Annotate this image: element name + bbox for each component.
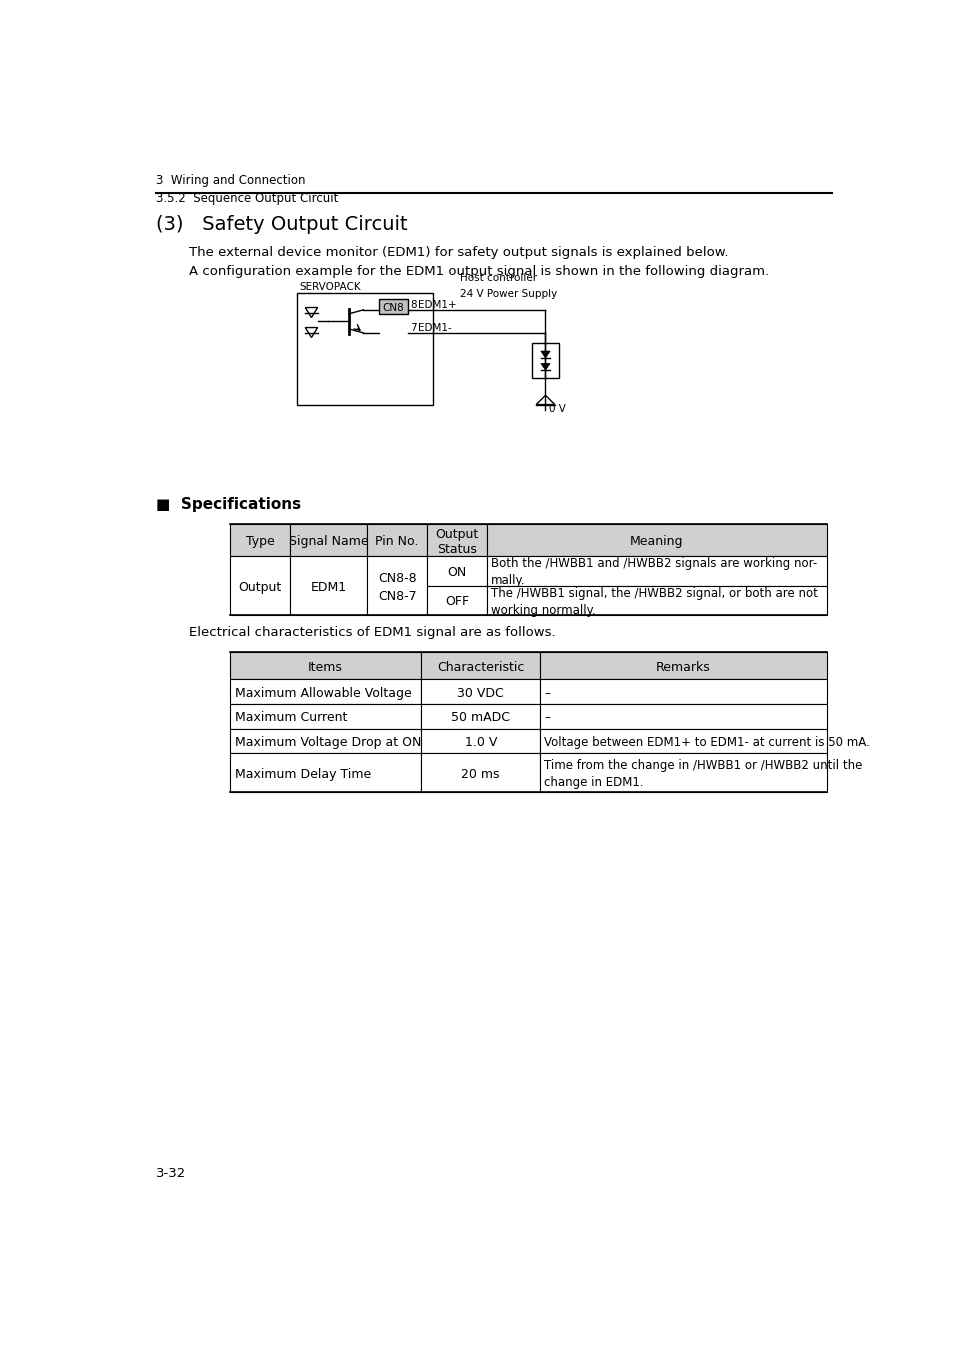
- Polygon shape: [305, 328, 317, 338]
- Polygon shape: [536, 396, 555, 405]
- Text: Remarks: Remarks: [656, 660, 710, 674]
- Bar: [486, 524, 826, 556]
- Bar: [539, 753, 826, 792]
- Bar: [230, 679, 420, 705]
- Text: A configuration example for the EDM1 output signal is shown in the following dia: A configuration example for the EDM1 out…: [189, 265, 768, 278]
- Text: Maximum Allowable Voltage: Maximum Allowable Voltage: [234, 687, 411, 699]
- Bar: [420, 753, 539, 792]
- Text: Maximum Voltage Drop at ON: Maximum Voltage Drop at ON: [234, 736, 420, 749]
- Text: Host controller: Host controller: [459, 273, 537, 284]
- Bar: [290, 556, 367, 614]
- Bar: [427, 556, 486, 586]
- Bar: [230, 705, 420, 729]
- Text: Characteristic: Characteristic: [436, 660, 524, 674]
- Text: 50 mADC: 50 mADC: [451, 711, 510, 725]
- Text: Time from the change in /HWBB1 or /HWBB2 until the
change in EDM1.: Time from the change in /HWBB1 or /HWBB2…: [544, 759, 862, 790]
- Bar: [532, 343, 558, 378]
- Bar: [290, 524, 367, 556]
- Text: Meaning: Meaning: [629, 535, 682, 548]
- Text: ■  Specifications: ■ Specifications: [156, 497, 301, 512]
- Text: ON: ON: [447, 566, 466, 579]
- Text: Both the /HWBB1 and /HWBB2 signals are working nor-
mally.: Both the /HWBB1 and /HWBB2 signals are w…: [491, 558, 817, 587]
- Bar: [486, 586, 826, 614]
- Text: –: –: [544, 687, 550, 699]
- Polygon shape: [540, 351, 550, 358]
- Text: OFF: OFF: [444, 595, 469, 608]
- Text: Maximum Current: Maximum Current: [234, 711, 347, 725]
- Text: EDM1-: EDM1-: [417, 324, 451, 333]
- Text: CN8-8
CN8-7: CN8-8 CN8-7: [377, 571, 416, 602]
- Text: 3  Wiring and Connection: 3 Wiring and Connection: [156, 174, 306, 186]
- Text: 7: 7: [410, 324, 416, 333]
- Bar: [230, 729, 420, 753]
- Text: Output
Status: Output Status: [435, 528, 478, 556]
- Text: The external device monitor (EDM1) for safety output signals is explained below.: The external device monitor (EDM1) for s…: [189, 246, 728, 259]
- Bar: [378, 300, 408, 315]
- Polygon shape: [540, 363, 550, 370]
- Text: SERVOPACK: SERVOPACK: [298, 282, 360, 292]
- Bar: [367, 556, 427, 614]
- Text: 20 ms: 20 ms: [461, 768, 499, 780]
- Bar: [427, 586, 486, 614]
- Text: 3-32: 3-32: [156, 1166, 187, 1180]
- Bar: [486, 556, 826, 586]
- Text: 30 VDC: 30 VDC: [456, 687, 503, 699]
- Text: 24 V Power Supply: 24 V Power Supply: [459, 289, 557, 298]
- Bar: [230, 652, 420, 679]
- Bar: [539, 729, 826, 753]
- Text: Type: Type: [245, 535, 274, 548]
- Bar: [539, 705, 826, 729]
- Bar: [230, 524, 290, 556]
- Text: (3)   Safety Output Circuit: (3) Safety Output Circuit: [156, 215, 408, 234]
- Bar: [539, 679, 826, 705]
- Text: 8: 8: [410, 300, 416, 310]
- Polygon shape: [305, 308, 317, 317]
- Text: CN8: CN8: [382, 302, 404, 313]
- Bar: [420, 652, 539, 679]
- Text: 3.5.2  Sequence Output Circuit: 3.5.2 Sequence Output Circuit: [156, 192, 338, 205]
- Text: The /HWBB1 signal, the /HWBB2 signal, or both are not
working normally.: The /HWBB1 signal, the /HWBB2 signal, or…: [491, 587, 818, 617]
- Text: Maximum Delay Time: Maximum Delay Time: [234, 768, 371, 780]
- Bar: [427, 524, 486, 556]
- Bar: [367, 524, 427, 556]
- Text: Items: Items: [308, 660, 343, 674]
- Bar: [420, 705, 539, 729]
- Text: –: –: [544, 711, 550, 725]
- Bar: [420, 729, 539, 753]
- Bar: [230, 753, 420, 792]
- Bar: [297, 293, 433, 405]
- Bar: [539, 652, 826, 679]
- Bar: [420, 679, 539, 705]
- Text: EDM1+: EDM1+: [417, 300, 456, 310]
- Text: Voltage between EDM1+ to EDM1- at current is 50 mA.: Voltage between EDM1+ to EDM1- at curren…: [544, 736, 869, 749]
- Text: EDM1: EDM1: [310, 580, 346, 594]
- Text: Output: Output: [238, 580, 281, 594]
- Text: Pin No.: Pin No.: [375, 535, 418, 548]
- Text: Signal Name: Signal Name: [289, 535, 368, 548]
- Text: 1.0 V: 1.0 V: [464, 736, 497, 749]
- Text: 0 V: 0 V: [549, 404, 566, 414]
- Text: Electrical characteristics of EDM1 signal are as follows.: Electrical characteristics of EDM1 signa…: [189, 626, 555, 640]
- Bar: [230, 556, 290, 614]
